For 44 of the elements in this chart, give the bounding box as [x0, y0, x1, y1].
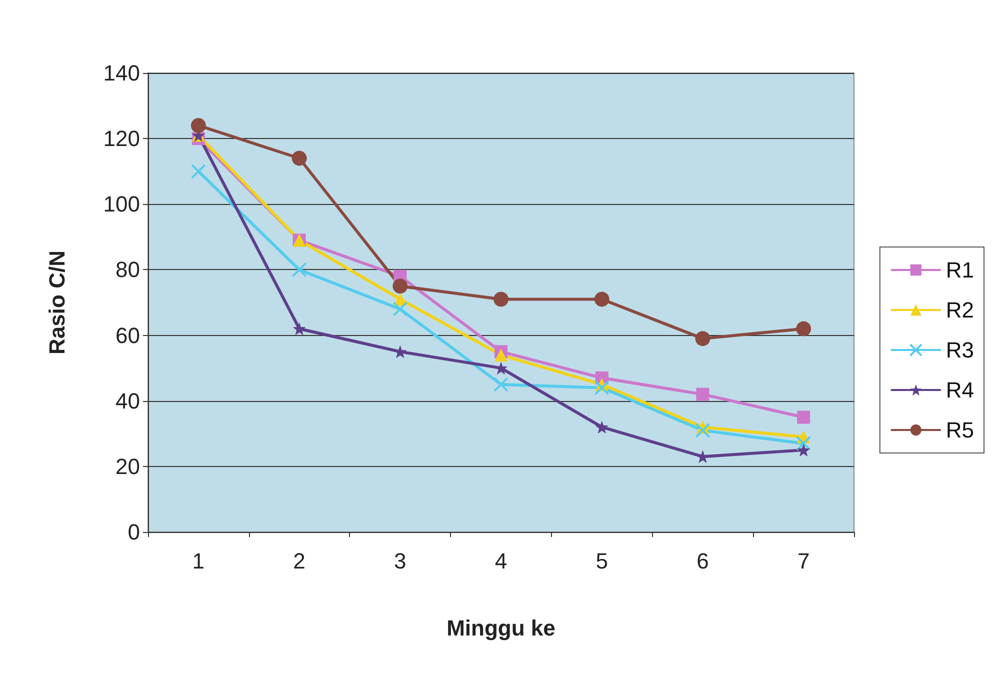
x-tick-label: 2	[293, 548, 306, 574]
y-tick-label: 40	[116, 388, 140, 414]
point	[695, 422, 710, 438]
x-tick-label: 5	[596, 548, 608, 574]
point	[797, 410, 810, 424]
y-tick-label: 20	[116, 454, 140, 479]
legend-label: R3	[946, 338, 974, 362]
x-tick-label: 3	[394, 548, 406, 574]
x-tick-label: 6	[696, 548, 709, 574]
point	[796, 321, 812, 336]
point	[292, 322, 306, 336]
y-tick-label: 0	[128, 520, 140, 544]
point	[494, 292, 508, 307]
y-tick-label: 80	[116, 257, 140, 282]
y-tick-label: 100	[103, 192, 140, 217]
y-axis-title: Rasio C/N	[44, 250, 70, 354]
legend-label: R2	[946, 298, 974, 322]
x-axis-title: Minggu ke	[446, 616, 556, 640]
point	[190, 118, 206, 133]
point	[696, 388, 710, 401]
x-tick-label: 7	[797, 548, 810, 574]
point	[494, 376, 508, 392]
y-tick-label: 120	[103, 126, 140, 152]
x-tick-label: 4	[494, 548, 508, 574]
point	[190, 164, 206, 179]
legend-label: R1	[946, 258, 974, 282]
y-tick-label: 140	[103, 60, 140, 86]
point	[292, 150, 307, 166]
point	[797, 444, 810, 457]
legend-label: R4	[946, 378, 974, 402]
y-tick-label: 60	[116, 322, 140, 348]
point	[392, 278, 408, 294]
point	[695, 331, 710, 346]
point	[494, 348, 508, 362]
legend-label: R5	[946, 418, 974, 442]
point	[392, 302, 408, 317]
point	[594, 292, 610, 307]
point	[796, 436, 812, 451]
point	[696, 450, 710, 464]
point	[292, 262, 307, 278]
point	[594, 380, 610, 396]
point	[595, 420, 608, 434]
x-tick-label: 1	[192, 548, 205, 574]
point	[494, 362, 508, 375]
